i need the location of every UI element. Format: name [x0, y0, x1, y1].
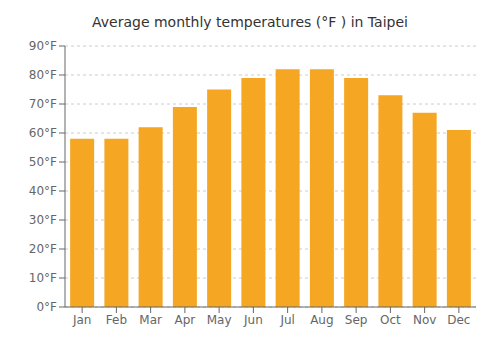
- svg-text:Apr: Apr: [174, 313, 195, 327]
- svg-text:60°F: 60°F: [29, 126, 57, 140]
- svg-text:Nov: Nov: [413, 313, 436, 327]
- svg-text:70°F: 70°F: [29, 97, 57, 111]
- svg-text:30°F: 30°F: [29, 213, 57, 227]
- svg-text:80°F: 80°F: [29, 68, 57, 82]
- svg-text:Jul: Jul: [279, 313, 294, 327]
- svg-text:Sep: Sep: [345, 313, 368, 327]
- svg-text:May: May: [207, 313, 232, 327]
- svg-text:40°F: 40°F: [29, 184, 57, 198]
- svg-text:20°F: 20°F: [29, 242, 57, 256]
- svg-text:Dec: Dec: [447, 313, 470, 327]
- svg-text:50°F: 50°F: [29, 155, 57, 169]
- svg-text:10°F: 10°F: [29, 271, 57, 285]
- svg-text:0°F: 0°F: [36, 300, 57, 314]
- svg-text:Feb: Feb: [106, 313, 127, 327]
- html-text:Average monthly temperatures (: Average monthly temperatures (°F ) in Ta…: [92, 14, 408, 30]
- svg-text:Jun: Jun: [243, 313, 263, 327]
- svg-text:Jan: Jan: [72, 313, 92, 327]
- svg-text:Mar: Mar: [139, 313, 162, 327]
- svg-text:Aug: Aug: [310, 313, 333, 327]
- svg-text:Oct: Oct: [380, 313, 401, 327]
- svg-text:90°F: 90°F: [29, 39, 57, 53]
